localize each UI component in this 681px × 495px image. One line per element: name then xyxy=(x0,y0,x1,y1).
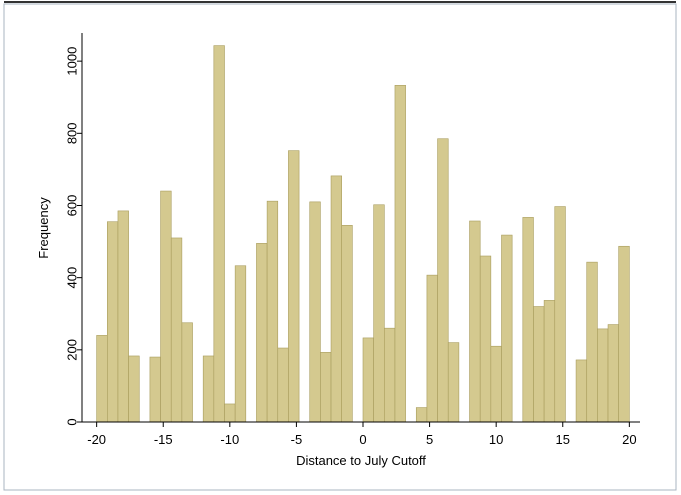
bar xyxy=(533,306,545,423)
bar xyxy=(213,45,225,423)
x-tick-label: -15 xyxy=(154,432,173,447)
bar xyxy=(202,355,215,423)
bar xyxy=(181,322,193,423)
bar xyxy=(234,265,247,423)
y-tick-label: 800 xyxy=(65,122,80,144)
bar xyxy=(117,210,129,423)
bar xyxy=(224,403,236,423)
bar xyxy=(96,335,108,423)
x-tick-label: 15 xyxy=(556,432,570,447)
y-tick-label: 400 xyxy=(65,267,80,289)
bar xyxy=(415,407,428,423)
bar xyxy=(128,355,140,423)
x-tick-label: 0 xyxy=(359,432,366,447)
bar xyxy=(607,324,619,423)
bar xyxy=(256,243,268,423)
bar xyxy=(597,328,609,423)
bar xyxy=(469,220,481,423)
bar xyxy=(330,175,342,423)
y-tick-label: 0 xyxy=(65,418,80,425)
bar xyxy=(320,352,332,423)
bar xyxy=(586,261,598,423)
y-axis-label: Frequency xyxy=(36,197,51,259)
x-tick-label: 20 xyxy=(622,432,636,447)
bar xyxy=(160,190,172,423)
bar xyxy=(341,225,353,423)
bar xyxy=(373,204,385,423)
bar xyxy=(543,300,556,423)
bar xyxy=(501,234,513,423)
x-tick-label: -20 xyxy=(87,432,106,447)
bar xyxy=(107,221,119,423)
bar xyxy=(362,337,374,423)
y-tick-label: 600 xyxy=(65,195,80,217)
bar xyxy=(479,255,492,423)
x-tick-label: 10 xyxy=(489,432,503,447)
bar xyxy=(149,356,161,423)
bar xyxy=(554,206,566,423)
y-tick-label: 1000 xyxy=(65,47,80,76)
x-tick-label: 5 xyxy=(426,432,433,447)
bar xyxy=(426,274,438,423)
bar xyxy=(277,347,289,423)
bar xyxy=(437,138,449,423)
bar xyxy=(618,245,630,423)
bar xyxy=(170,237,183,423)
bar xyxy=(522,217,534,423)
bar xyxy=(447,342,460,423)
y-tick-label: 200 xyxy=(65,339,80,361)
bar xyxy=(309,201,321,423)
bar xyxy=(266,200,279,423)
bar xyxy=(384,327,396,423)
bar xyxy=(575,359,588,423)
bar xyxy=(288,150,300,423)
bar xyxy=(490,345,502,423)
x-tick-label: -10 xyxy=(220,432,239,447)
x-tick-label: -5 xyxy=(291,432,303,447)
x-axis-label: Distance to July Cutoff xyxy=(296,453,426,468)
bar xyxy=(394,85,406,423)
